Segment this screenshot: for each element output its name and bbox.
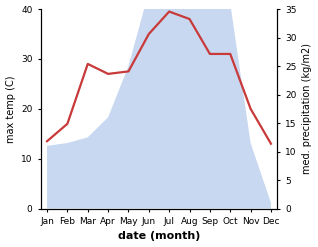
Y-axis label: max temp (C): max temp (C) — [5, 75, 16, 143]
Y-axis label: med. precipitation (kg/m2): med. precipitation (kg/m2) — [302, 43, 313, 174]
X-axis label: date (month): date (month) — [118, 231, 200, 242]
